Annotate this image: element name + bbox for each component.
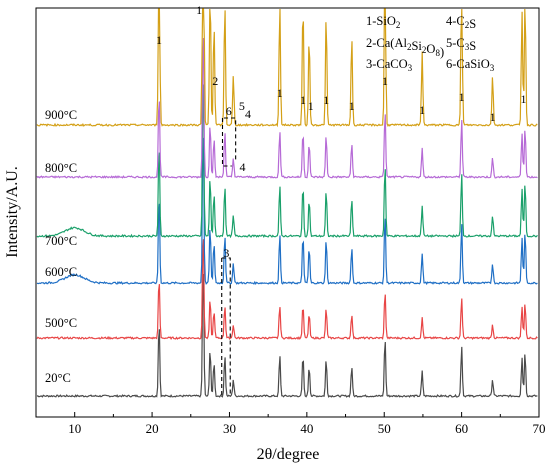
- legend: 1-SiO2 2-Ca(Al2Si2O8)3-CaCO3 4-C2S 5-C3S 6-C…: [366, 14, 495, 73]
- peak-label: 1: [277, 86, 283, 100]
- series-traces: [36, 8, 538, 398]
- peak-label: 1: [490, 110, 496, 124]
- series-label-2: 600°C: [45, 265, 77, 279]
- annotations: 43: [221, 117, 246, 398]
- series-label-3: 700°C: [45, 234, 77, 248]
- peak-label: 6: [226, 104, 232, 118]
- series-labels: 20°C 500°C 600°C 700°C 800°C 900°C: [45, 108, 77, 385]
- series-line-1: [36, 239, 538, 341]
- x-axis-label: 2θ/degree: [257, 446, 320, 463]
- peak-label: 1: [459, 90, 465, 104]
- series-line-2: [36, 137, 538, 286]
- series-label-0: 20°C: [45, 371, 71, 385]
- x-tick-label: 20: [146, 421, 159, 436]
- peak-label: 1: [382, 74, 388, 88]
- peak-label: 1: [323, 93, 329, 107]
- peak-label: 1: [308, 99, 314, 113]
- legend-entry-2: 2-Ca(Al2Si2O8): [366, 36, 444, 59]
- x-tick-label: 10: [68, 421, 81, 436]
- bracket-600-right: [221, 257, 231, 395]
- series-line-5: [36, 8, 538, 128]
- x-tick-label: 40: [300, 421, 313, 436]
- series-label-5: 900°C: [45, 108, 77, 122]
- series-line-4: [36, 37, 538, 179]
- legend-entry-5: 5-C3S: [446, 36, 476, 53]
- series-label-4: 800°C: [45, 161, 77, 175]
- series-line-0: [36, 273, 538, 398]
- peak-label: 1: [196, 3, 202, 17]
- peak-label: 1: [521, 92, 527, 106]
- bracket-800: [221, 118, 232, 167]
- peak-label: 1: [419, 103, 425, 117]
- series-label-1: 500°C: [45, 316, 77, 330]
- plot-frame: [35, 7, 540, 418]
- y-axis-label: Intensity/A.U.: [4, 166, 21, 258]
- legend-entry-1: 1-SiO2: [366, 14, 400, 30]
- peak-label: 1: [300, 93, 306, 107]
- annotation-label: 3: [223, 246, 229, 260]
- x-axis-ticks: 10 20 30 40 50 60 70: [35, 412, 546, 436]
- annotation-label: 4: [240, 160, 246, 174]
- peak-label: 1: [349, 99, 355, 113]
- x-tick-label: 60: [455, 421, 468, 436]
- series-line-3: [36, 84, 538, 239]
- bracket-900: [224, 117, 237, 160]
- legend-entry-4: 4-C2S: [446, 14, 476, 31]
- legend-entry-3: 3-CaCO3: [366, 57, 413, 73]
- peak-label: 2: [212, 74, 218, 88]
- legend-entry-6: 6-CaSiO3: [446, 57, 495, 73]
- peak-label: 1: [156, 33, 162, 47]
- peak-label: 4: [245, 107, 251, 121]
- x-tick-label: 50: [378, 421, 391, 436]
- x-tick-label: 30: [223, 421, 236, 436]
- x-tick-label: 70: [533, 421, 546, 436]
- peak-label: 5: [239, 99, 245, 113]
